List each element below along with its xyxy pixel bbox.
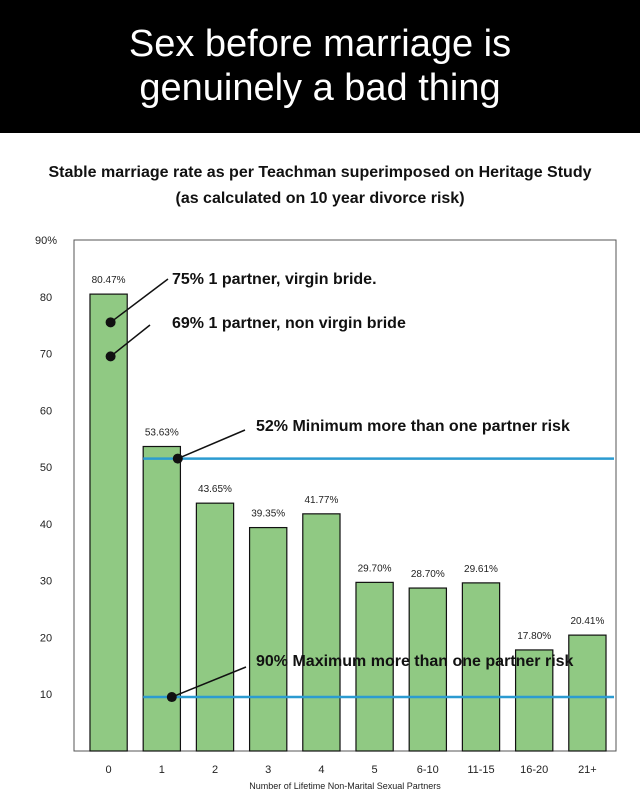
data-label: 80.47% [92,275,126,286]
bar [248,526,288,752]
annotation-marker [105,317,116,328]
y-tick-label: 30 [40,576,52,588]
data-label: 41.77% [304,495,338,506]
data-label: 39.35% [251,509,285,520]
x-tick-label: 11-15 [467,764,494,776]
bar [142,445,182,752]
reference-label: 90% Maximum more than one partner risk [256,653,574,670]
x-tick-label: 5 [372,764,378,776]
chart-title: Stable marriage rate as per Teachman sup… [48,164,592,181]
reference-marker [172,453,183,464]
bar [568,634,607,752]
annotation-label: 75% 1 partner, virgin bride. [172,271,377,288]
bar [461,582,501,752]
meme-banner: Sex before marriage is genuinely a bad t… [0,0,640,133]
annotation-label: 69% 1 partner, non virgin bride [172,315,406,332]
banner-line-2: genuinely a bad thing [139,67,501,109]
data-label: 28.70% [411,569,445,580]
bar [302,513,341,752]
bar [195,502,235,752]
annotation-marker [105,351,116,362]
reference-label: 52% Minimum more than one partner risk [256,418,570,435]
data-label: 17.80% [517,631,551,642]
banner-line-1: Sex before marriage is [128,23,512,65]
x-tick-label: 2 [212,764,218,776]
data-label: 29.70% [358,563,392,574]
x-tick-label: 0 [106,764,112,776]
data-label: 29.61% [464,564,498,575]
y-tick-label: 10 [40,689,52,701]
x-tick-label: 21+ [578,764,597,776]
bar [89,293,128,752]
x-tick-label: 1 [159,764,165,776]
y-tick-label: 90% [35,235,57,247]
y-tick-label: 60 [40,405,52,417]
annotation-pointer [110,324,151,357]
data-label: 20.41% [570,616,604,627]
reference-marker [166,692,177,703]
y-tick-label: 80 [40,292,52,304]
x-axis-label: Number of Lifetime Non-Marital Sexual Pa… [249,781,441,791]
x-tick-label: 3 [265,764,271,776]
chart-subtitle: (as calculated on 10 year divorce risk) [175,190,465,207]
y-tick-label: 50 [40,462,52,474]
data-label: 43.65% [198,484,232,495]
reference-pointer [171,666,247,698]
y-tick-label: 70 [40,349,52,361]
x-tick-label: 4 [318,764,324,776]
annotation-pointer [110,278,169,323]
y-tick-label: 40 [40,519,52,531]
bar [355,581,394,752]
x-tick-label: 6-10 [417,764,439,776]
bar [514,649,554,752]
bar [408,587,448,752]
data-label: 53.63% [145,428,179,439]
reference-pointer [177,429,246,460]
x-tick-label: 16-20 [520,764,548,776]
plot-frame [73,239,617,752]
y-tick-label: 20 [40,632,52,644]
